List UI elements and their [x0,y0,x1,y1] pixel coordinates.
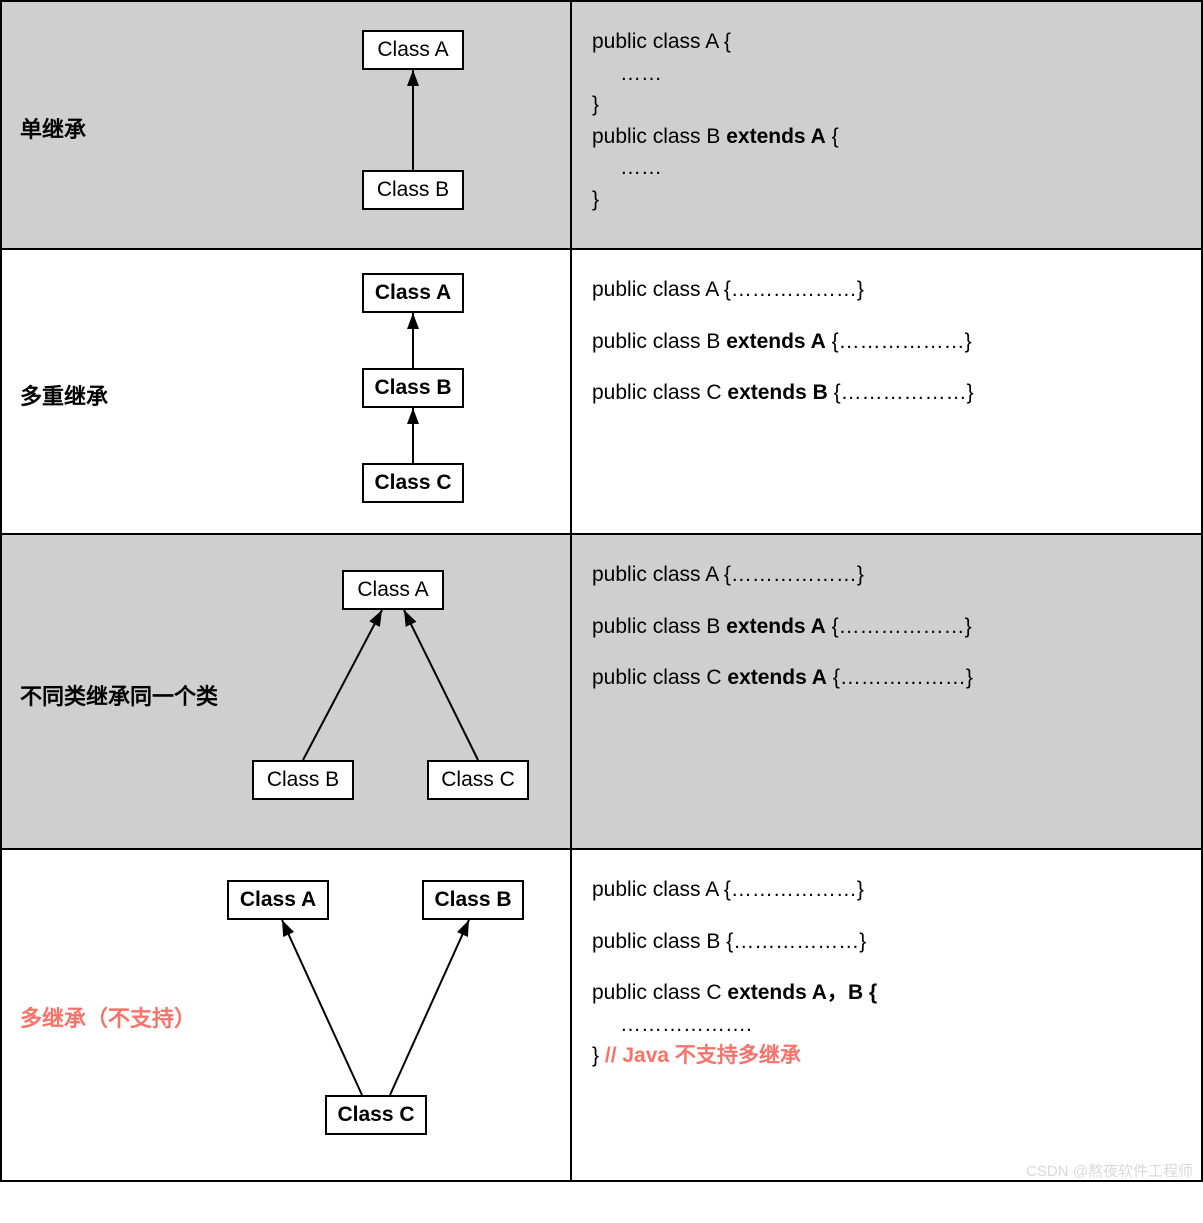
class-diagram: Class A Class B Class C [232,560,552,820]
class-box-a: Class A [362,30,464,70]
class-box-b: Class B [252,760,354,800]
code-block: public class A {……}public class B extend… [592,26,1181,215]
class-box-b: Class B [422,880,524,920]
diagram-cell: 多继承（不支持） Class A Class B Class C [2,850,572,1180]
class-box-b: Class B [362,368,464,408]
row-hierarchical: 不同类继承同一个类 Class A Class B Class C public cla… [2,535,1201,850]
watermark: CSDN @熬夜软件工程师 [0,1160,1203,1181]
row-multilevel: 多重继承 Class A Class B Class C public class A … [2,250,1201,535]
code-cell: public class A {………………} public class B {…… [572,850,1201,1180]
code-line: } [592,184,1181,216]
inheritance-arrow [282,920,362,1095]
inheritance-arrow [390,920,469,1095]
diagram-cell: 不同类继承同一个类 Class A Class B Class C [2,535,572,848]
row-title: 多继承（不支持） [20,1001,196,1033]
code-line: public class A {………………} [592,559,1181,591]
diagram-cell: 单继承 Class A Class B [2,2,572,248]
class-diagram: Class A Class B Class C [197,870,557,1150]
class-box-c: Class C [427,760,529,800]
code-line: public class B {………………} [592,926,1181,958]
code-cell: public class A {………………} public class B ex… [572,535,1201,848]
code-block: public class A {………………} public class B ex… [592,559,1181,694]
class-box-b: Class B [362,170,464,210]
code-line: public class A {………………} [592,274,1181,306]
code-line: } [592,89,1181,121]
code-line: public class C extends A，B { [592,977,1181,1009]
class-diagram: Class A Class B [312,20,512,230]
inheritance-table: 单继承Class AClass Bpublic class A {……}publ… [0,0,1203,1182]
code-line: public class B extends A {………………} [592,611,1181,643]
inheritance-arrow [404,610,478,760]
code-block: public class A {………………} public class B {…… [592,874,1181,1072]
inheritance-arrow [303,610,382,760]
code-line: ………………. [592,1009,1181,1041]
code-line: …… [592,58,1181,90]
row-single: 单继承Class AClass Bpublic class A {……}publ… [2,2,1201,250]
code-line: public class C extends B {………………} [592,377,1181,409]
code-line: public class A { [592,26,1181,58]
code-line: public class C extends A {………………} [592,662,1181,694]
class-box-a: Class A [342,570,444,610]
diagram-cell: 多重继承 Class A Class B Class C [2,250,572,533]
row-multiple: 多继承（不支持） Class A Class B Class C public clas… [2,850,1201,1180]
code-line: } // Java 不支持多继承 [592,1040,1181,1072]
row-title: 单继承 [20,112,86,144]
code-block: public class A {………………} public class B ex… [592,274,1181,409]
class-box-a: Class A [362,273,464,313]
class-box-a: Class A [227,880,329,920]
code-line: public class A {………………} [592,874,1181,906]
class-box-c: Class C [362,463,464,503]
code-line: public class B extends A {………………} [592,326,1181,358]
class-box-c: Class C [325,1095,427,1135]
code-cell: public class A {……}public class B extend… [572,2,1201,248]
code-line: …… [592,152,1181,184]
code-line: public class B extends A { [592,121,1181,153]
row-title: 不同类继承同一个类 [20,679,218,711]
code-cell: public class A {………………} public class B ex… [572,250,1201,533]
row-title: 多重继承 [20,379,108,411]
class-diagram: Class A Class B Class C [312,268,512,518]
